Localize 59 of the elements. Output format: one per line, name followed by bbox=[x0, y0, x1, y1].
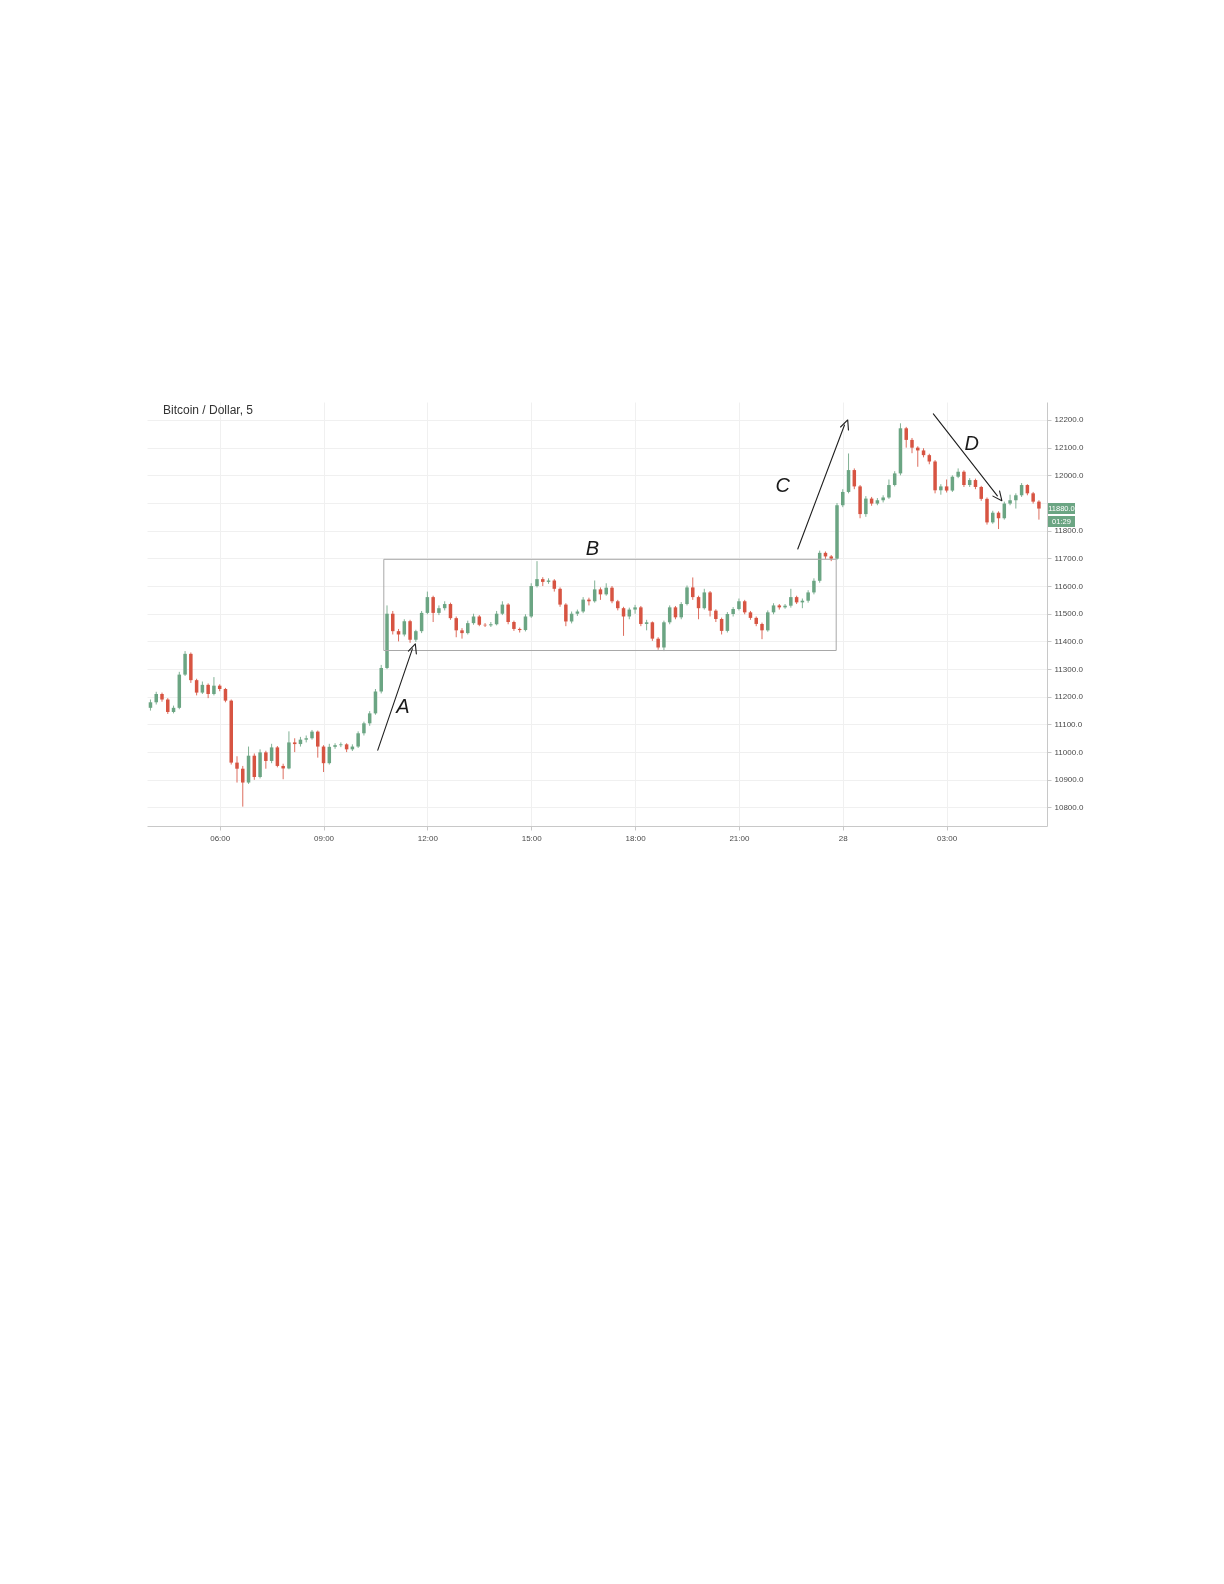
y-tick-label: 11600.0 bbox=[1054, 581, 1084, 591]
y-tick-label: 11000.0 bbox=[1054, 747, 1084, 757]
x-tick-label: 06:00 bbox=[210, 833, 231, 843]
y-tick-label: 11700.0 bbox=[1054, 553, 1084, 563]
candlestick bbox=[1008, 494, 1012, 506]
annotation: C bbox=[775, 474, 791, 496]
candlestick bbox=[316, 730, 320, 759]
y-tick-label: 12100.0 bbox=[1054, 443, 1084, 453]
candlestick bbox=[685, 584, 689, 606]
candlestick bbox=[408, 619, 412, 644]
candlestick bbox=[904, 426, 908, 449]
y-tick-label: 12000.0 bbox=[1054, 470, 1084, 480]
annotation: D bbox=[964, 432, 979, 455]
candlestick bbox=[633, 604, 637, 615]
x-tick-label: 12:00 bbox=[417, 833, 439, 843]
candlestick bbox=[691, 576, 695, 601]
x-tick-label: 21:00 bbox=[729, 833, 750, 843]
candlestick bbox=[985, 496, 989, 526]
candlestick bbox=[708, 590, 712, 617]
candlestick bbox=[760, 622, 764, 640]
candlestick bbox=[910, 437, 914, 454]
candlestick bbox=[789, 588, 793, 609]
candlestick bbox=[333, 742, 337, 750]
y-tick-label: 11400.0 bbox=[1054, 636, 1084, 646]
candlestick bbox=[506, 602, 510, 625]
candlestick bbox=[535, 560, 539, 588]
y-tick-label: 10800.0 bbox=[1054, 802, 1084, 812]
candlestick bbox=[1037, 499, 1041, 521]
candlestick bbox=[454, 615, 458, 638]
candlestick bbox=[437, 604, 441, 616]
candlestick bbox=[212, 676, 216, 696]
y-tick-label: 10900.0 bbox=[1054, 775, 1084, 785]
candlestick bbox=[431, 595, 435, 623]
y-tick-label: 11800.0 bbox=[1054, 526, 1084, 536]
y-tick-label: 11300.0 bbox=[1054, 664, 1084, 674]
candlestick bbox=[391, 610, 395, 635]
x-tick-label: 18:00 bbox=[625, 833, 647, 843]
x-tick-label: 03:00 bbox=[937, 833, 958, 843]
x-tick-label: 15:00 bbox=[521, 833, 543, 843]
annotation: B bbox=[585, 537, 600, 559]
candlestick bbox=[460, 627, 464, 640]
candlestick bbox=[887, 478, 891, 500]
y-tick-label: 11200.0 bbox=[1054, 692, 1084, 702]
annotation: A bbox=[395, 695, 410, 717]
candlestick bbox=[241, 765, 245, 808]
chart-title: Bitcoin / Dollar, 5 bbox=[163, 403, 254, 417]
candlestick bbox=[235, 755, 239, 784]
candlestick bbox=[564, 602, 568, 627]
x-tick-label: 28 bbox=[838, 833, 849, 843]
candlestick bbox=[766, 609, 770, 633]
candlestick bbox=[183, 650, 187, 677]
candlestick bbox=[639, 605, 643, 627]
candlestick bbox=[558, 586, 562, 608]
candlestick bbox=[864, 495, 868, 518]
x-tick-label: 09:00 bbox=[314, 833, 335, 843]
y-tick-label: 11100.0 bbox=[1054, 719, 1083, 729]
y-tick-label: 12200.0 bbox=[1054, 415, 1084, 425]
y-tick-label: 11500.0 bbox=[1054, 609, 1084, 619]
candlestick bbox=[379, 664, 383, 694]
